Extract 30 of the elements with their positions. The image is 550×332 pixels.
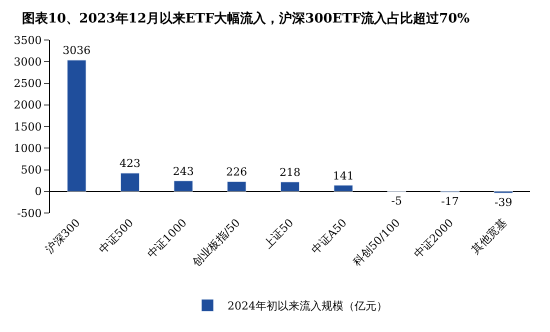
y-tick-label: 3000 [14,55,42,68]
y-tick-label: 500 [20,164,42,177]
x-tick-label: 其他宽基 [469,216,510,257]
y-tick-label: 2500 [14,77,42,90]
data-label: 141 [332,169,354,182]
data-label: 226 [226,166,248,179]
y-tick-label: 1500 [14,120,42,134]
data-label: 243 [172,164,194,178]
bar [334,185,353,192]
y-tick-label: 2000 [14,98,42,112]
bar [227,181,246,192]
data-label: 423 [120,157,140,170]
bar [280,182,300,192]
y-tick-label: -500 [17,206,42,220]
y-tick-label: 1000 [14,142,42,155]
data-label: -17 [441,195,459,208]
x-tick-label: 创业板指/50 [190,216,243,270]
chart-title: 图表10、2023年12月以来ETF大幅流入，沪深300ETF流入占比超过70% [22,10,470,26]
x-tick-label: 上证50 [261,216,296,251]
data-label: 3036 [62,44,91,58]
y-tick-label: 3500 [14,34,42,47]
data-label: -39 [494,196,512,210]
data-label: -5 [391,194,402,208]
data-label: 218 [280,166,300,179]
legend-label: 2024年初以来流入规模（亿元） [228,300,388,313]
bar [67,60,86,192]
x-tick-label: 沪深300 [43,216,83,256]
y-tick-label: 0 [34,185,42,198]
bar [174,180,193,192]
bar [120,172,140,192]
